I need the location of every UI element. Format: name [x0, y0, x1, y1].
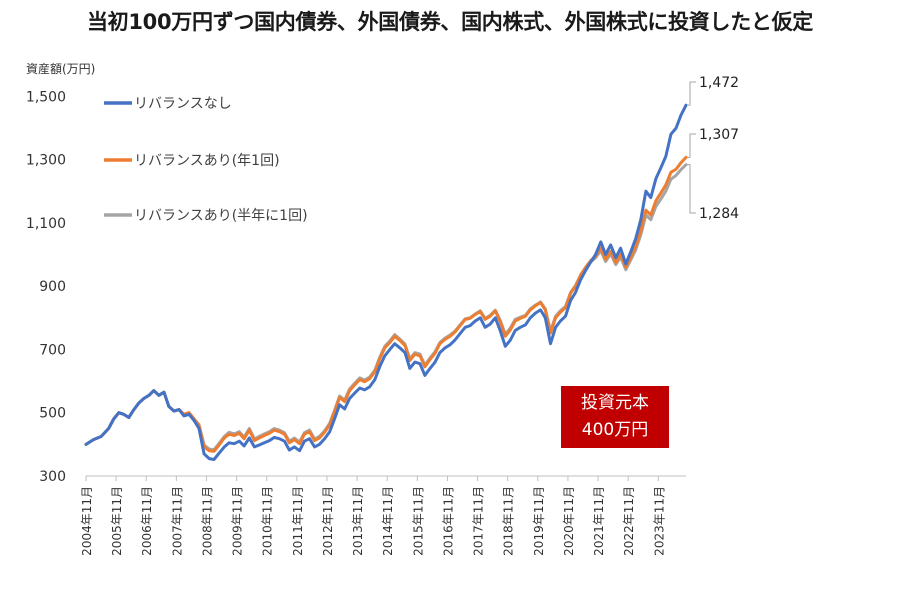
x-tick-label: 2022年11月: [622, 486, 636, 556]
x-tick-label: 2011年11月: [291, 486, 305, 556]
end-label-leader: [687, 81, 696, 106]
legend-label: リバランスあり(年1回): [134, 153, 280, 169]
end-value-label: 1,284: [699, 206, 739, 222]
x-tick-label: 2006年11月: [140, 486, 154, 556]
x-tick-label: 2007年11月: [170, 486, 184, 556]
end-value-labels: 1,472 1,307 1,284: [687, 75, 739, 222]
end-value-label: 1,307: [699, 127, 739, 143]
x-tick-label: 2005年11月: [110, 486, 124, 556]
series-lines: [84, 103, 688, 461]
x-axis: 2004年11月 2005年11月 2006年11月 2007年11月 2008年11月…: [80, 476, 666, 556]
x-tick-label: 2015年11月: [411, 486, 425, 556]
principal-annotation-line2: 400万円: [581, 420, 649, 440]
y-tick-label: 1,300: [26, 153, 66, 169]
x-tick-label: 2017年11月: [472, 486, 486, 556]
x-tick-label: 2016年11月: [441, 486, 455, 556]
x-tick-label: 2021年11月: [592, 486, 606, 556]
y-tick-label: 1,100: [26, 216, 66, 232]
x-tick-label: 2008年11月: [200, 486, 214, 556]
y-axis: 300 500 700 900 1,100 1,300 1,500: [26, 89, 66, 485]
y-tick-label: 300: [39, 469, 66, 485]
x-tick-label: 2013年11月: [351, 486, 365, 556]
end-value-label: 1,472: [699, 75, 739, 91]
legend-label: リバランスなし: [134, 96, 232, 112]
x-tick-label: 2012年11月: [321, 486, 335, 556]
y-tick-label: 900: [39, 279, 66, 295]
x-tick-label: 2010年11月: [261, 486, 275, 556]
x-tick-label: 2009年11月: [231, 486, 245, 556]
principal-annotation: 投資元本 400万円: [561, 386, 669, 448]
y-tick-label: 500: [39, 406, 66, 422]
legend-label: リバランスあり(半年に1回): [134, 208, 308, 224]
x-tick-label: 2023年11月: [652, 486, 666, 556]
end-label-leader: [687, 164, 696, 214]
x-tick-label: 2019年11月: [532, 486, 546, 556]
x-tick-label: 2020年11月: [562, 486, 576, 556]
end-label-leader: [687, 133, 696, 158]
x-tick-label: 2018年11月: [502, 486, 516, 556]
x-tick-label: 2014年11月: [381, 486, 395, 556]
series-line-1: [84, 103, 688, 461]
y-tick-label: 700: [39, 342, 66, 358]
y-axis-label: 資産額(万円): [26, 61, 95, 76]
principal-annotation-line1: 投資元本: [581, 393, 649, 413]
chart-title: 当初100万円ずつ国内債券、外国債券、国内株式、外国株式に投資したと仮定: [86, 10, 814, 34]
y-tick-label: 1,500: [26, 89, 66, 105]
x-tick-label: 2004年11月: [80, 486, 94, 556]
